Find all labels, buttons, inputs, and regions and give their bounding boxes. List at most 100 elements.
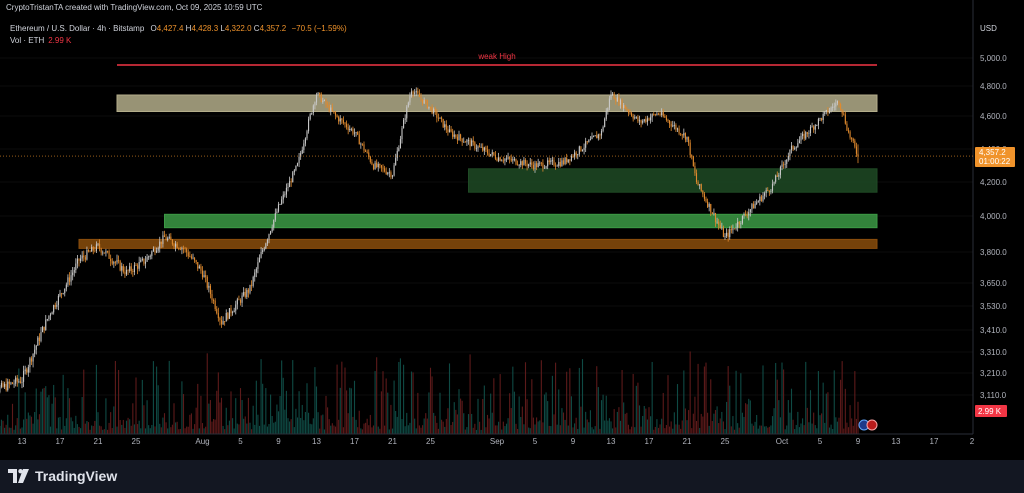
candle-body xyxy=(197,262,199,269)
candle-body xyxy=(748,212,750,216)
candle-body xyxy=(786,159,788,164)
x-tick-label: 17 xyxy=(930,437,939,446)
volume-bar xyxy=(768,426,770,434)
candle-body xyxy=(198,266,200,269)
candle-body xyxy=(181,248,183,250)
volume-bar xyxy=(437,428,439,434)
candle-body xyxy=(97,243,99,245)
volume-bar xyxy=(113,406,115,434)
price-chart[interactable]: weak High USD5,000.04,800.04,600.04,400.… xyxy=(0,0,1024,460)
candle-body xyxy=(577,154,579,156)
candle-body xyxy=(447,129,449,133)
candle-body xyxy=(483,147,485,151)
volume-bar xyxy=(697,363,699,434)
volume-bar xyxy=(312,418,314,434)
volume-bar xyxy=(235,398,237,434)
volume-bar xyxy=(70,417,72,434)
volume-bar xyxy=(759,425,761,434)
volume-bar xyxy=(561,408,563,434)
volume-bar xyxy=(496,425,498,434)
candle-body xyxy=(562,160,565,164)
candle-body xyxy=(531,162,533,165)
candle-body xyxy=(360,143,362,145)
volume-bar xyxy=(477,398,479,434)
symbol-name: Ethereum / U.S. Dollar · 4h · Bitstamp xyxy=(10,24,145,33)
candle-body xyxy=(203,275,205,278)
volume-bar xyxy=(100,426,102,434)
volume-bar xyxy=(586,419,588,434)
candle-body xyxy=(474,142,476,149)
candle-body xyxy=(710,203,712,213)
volume-bar xyxy=(841,361,843,434)
candle-body xyxy=(505,158,508,160)
candle-body xyxy=(496,158,498,161)
candle-body xyxy=(434,109,436,112)
volume-bar xyxy=(396,416,398,434)
candle-body xyxy=(371,161,373,165)
candle-body xyxy=(469,140,471,147)
candle-body xyxy=(219,318,221,321)
candle-body xyxy=(361,143,363,145)
candle-body xyxy=(428,106,430,109)
volume-bar xyxy=(551,375,553,434)
candle-body xyxy=(239,299,242,303)
candle-body xyxy=(802,133,804,136)
volume-bar xyxy=(137,424,139,434)
candle-body xyxy=(35,345,37,350)
volume-bar xyxy=(208,403,210,434)
volume-bar xyxy=(277,411,280,434)
candle-body xyxy=(173,244,175,247)
volume-bar xyxy=(616,411,618,434)
candle-body xyxy=(53,305,55,313)
volume-bar xyxy=(840,379,842,434)
volume-bar xyxy=(570,396,572,434)
volume-bar xyxy=(380,391,382,434)
candle-body xyxy=(224,321,226,322)
candle-body xyxy=(767,189,769,191)
candle-body xyxy=(437,117,439,119)
volume-bar xyxy=(140,428,142,434)
volume-bar xyxy=(722,421,724,434)
candle-body xyxy=(814,125,816,130)
volume-bar xyxy=(102,429,104,434)
volume-bar xyxy=(422,425,424,434)
volume-bar xyxy=(220,397,223,434)
volume-bar xyxy=(623,402,625,434)
volume-bar xyxy=(467,414,470,434)
volume-bar xyxy=(418,425,420,434)
volume-bar xyxy=(469,354,471,434)
volume-bar xyxy=(203,428,205,434)
candle-body xyxy=(42,326,44,333)
volume-bar xyxy=(832,429,834,434)
candle-body xyxy=(328,104,330,112)
volume-bar xyxy=(5,424,7,434)
volume-bar xyxy=(184,428,186,434)
volume-bar xyxy=(258,425,261,434)
volume-bar xyxy=(764,426,766,434)
candle-body xyxy=(83,255,85,258)
volume-bar xyxy=(711,421,713,434)
volume-bar xyxy=(173,403,175,434)
candle-body xyxy=(18,381,20,383)
volume-bar xyxy=(241,400,243,434)
volume-bar xyxy=(536,417,538,434)
candle-body xyxy=(847,130,850,132)
volume-bar xyxy=(784,429,786,434)
volume-bar xyxy=(651,361,653,434)
candle-body xyxy=(700,184,702,191)
volume-bar xyxy=(672,428,674,434)
volume-bar xyxy=(119,420,121,434)
tradingview-logo[interactable]: TradingView xyxy=(8,468,117,484)
candle-body xyxy=(515,159,517,165)
candle-body xyxy=(91,247,93,252)
candle-body xyxy=(399,139,401,149)
volume-bar xyxy=(342,427,344,434)
candle-body xyxy=(436,111,438,118)
candle-body xyxy=(745,214,747,216)
x-tick-label: 13 xyxy=(18,437,27,446)
chart-frame[interactable]: weak High USD5,000.04,800.04,600.04,400.… xyxy=(0,0,1024,460)
volume-bar xyxy=(798,427,800,434)
candle-body xyxy=(654,114,656,116)
volume-bar xyxy=(510,408,512,434)
volume-bar xyxy=(338,419,340,434)
